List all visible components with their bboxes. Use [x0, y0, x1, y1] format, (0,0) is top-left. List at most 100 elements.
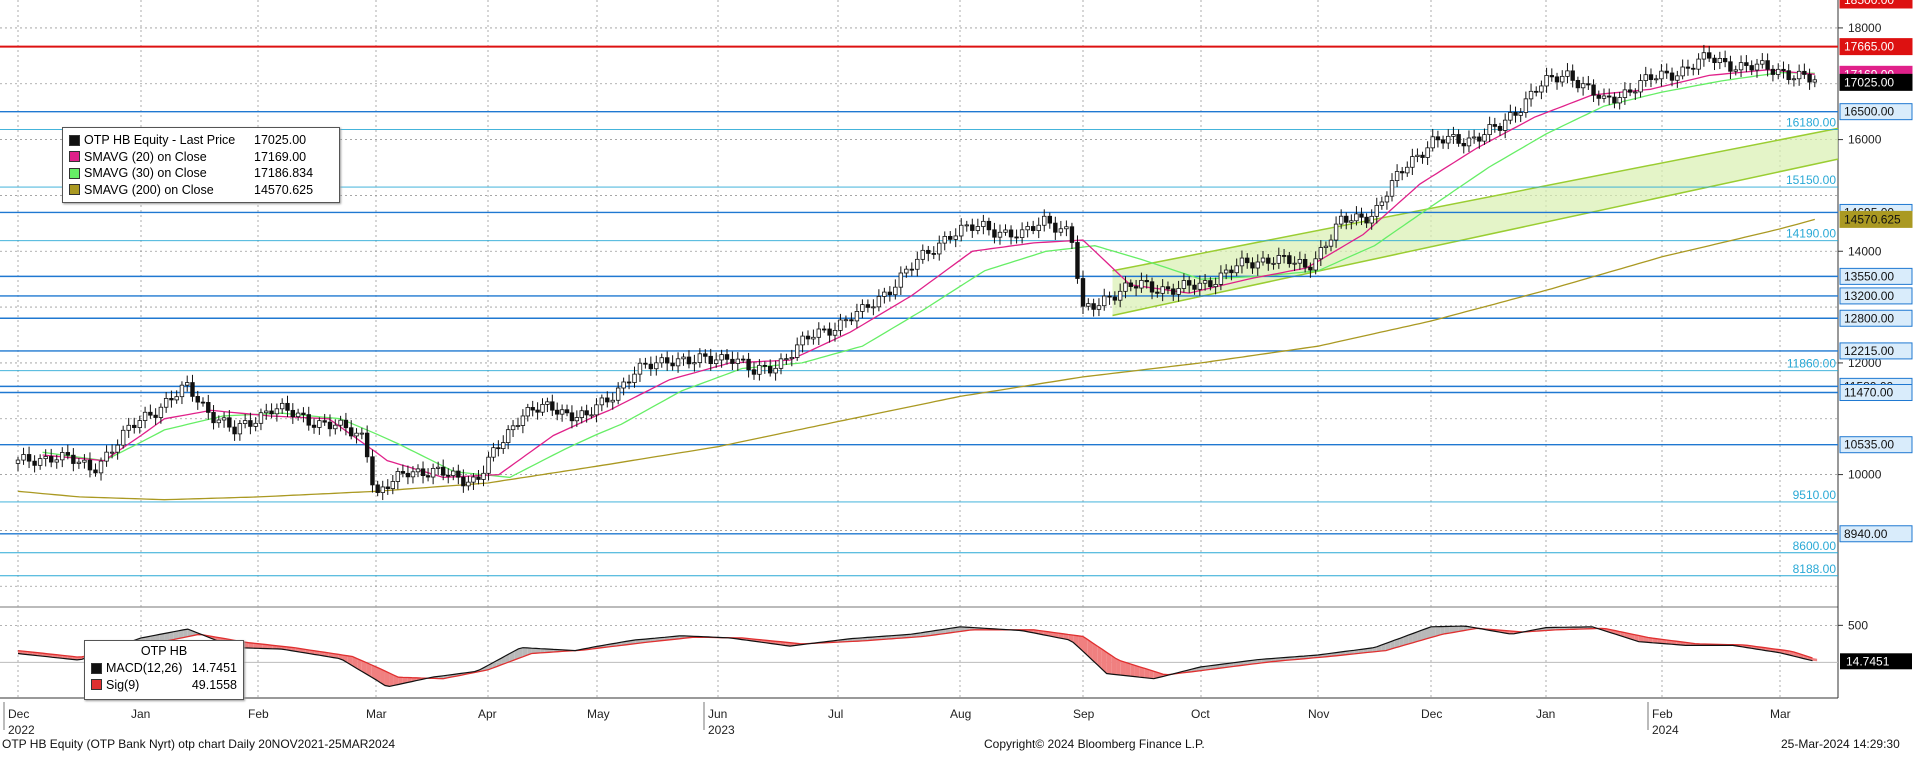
candle-body	[585, 411, 589, 415]
candle-body	[1314, 259, 1318, 270]
candle-body	[1734, 70, 1738, 71]
candle-body	[1697, 59, 1701, 69]
candle-body	[1171, 289, 1175, 295]
candle-body	[1140, 280, 1144, 288]
candle-body	[1766, 61, 1770, 70]
candle-body	[1015, 237, 1019, 238]
x-year-label: 2022	[8, 723, 35, 737]
legend-value: 49.1558	[192, 678, 237, 692]
candle-body	[1649, 75, 1653, 80]
legend-entry-signal: Sig(9) 49.1558	[91, 677, 237, 694]
candle-body	[747, 359, 751, 369]
candle-body	[110, 452, 114, 453]
legend-entry-sma30: SMAVG (30) on Close 17186.834	[69, 165, 333, 182]
footer-copyright: Copyright© 2024 Bloomberg Finance L.P.	[984, 737, 1205, 751]
y-tick-label: 16000	[1848, 133, 1882, 147]
candle-body	[806, 336, 810, 339]
candle-body	[501, 443, 505, 449]
legend-label: Sig(9)	[106, 678, 192, 692]
candle-body	[1113, 297, 1117, 300]
candle-body	[233, 427, 237, 434]
candle-body	[998, 232, 1002, 237]
candle-body	[1472, 137, 1476, 138]
candle-body	[44, 456, 48, 458]
candle-body	[526, 407, 530, 416]
candle-body	[1560, 76, 1564, 82]
x-month-label: Dec	[1421, 707, 1442, 721]
candle-body	[1654, 79, 1658, 80]
legend-swatch	[91, 663, 102, 674]
candle-body	[421, 469, 425, 476]
x-month-label: Sep	[1073, 707, 1095, 721]
candle-body	[60, 452, 64, 459]
candle-body	[411, 472, 415, 477]
candle-body	[654, 363, 658, 369]
candle-body	[779, 359, 783, 369]
candle-body	[77, 462, 81, 463]
candle-body	[228, 418, 232, 427]
candle-body	[259, 413, 263, 424]
candle-body	[1390, 181, 1394, 197]
candle-body	[1059, 229, 1063, 232]
x-year-label: 2024	[1652, 723, 1679, 737]
candle-body	[570, 413, 574, 421]
candle-body	[1426, 148, 1430, 158]
candle-body	[921, 250, 925, 259]
candle-body	[1723, 58, 1727, 61]
candle-body	[1385, 196, 1389, 202]
macd-last-value-label: 14.7451	[1846, 654, 1890, 668]
candle-body	[795, 345, 799, 358]
candle-body	[1421, 155, 1425, 157]
candle-body	[487, 457, 491, 473]
candle-body	[660, 358, 664, 363]
candle-body	[1509, 112, 1513, 120]
candle-body	[1761, 61, 1765, 65]
candle-body	[932, 253, 936, 254]
level-label: 14190.00	[1786, 227, 1836, 241]
candle-body	[682, 357, 686, 359]
candle-body	[676, 359, 680, 366]
candle-body	[143, 412, 147, 420]
candle-body	[333, 425, 337, 429]
level-label: 18500.00	[1844, 0, 1894, 7]
candle-body	[1360, 214, 1364, 217]
candle-body	[725, 355, 729, 360]
candle-body	[302, 413, 306, 415]
candle-body	[693, 363, 697, 364]
candle-body	[1031, 226, 1035, 230]
x-month-label: Mar	[366, 707, 387, 721]
x-month-label: May	[587, 707, 610, 721]
candle-body	[1042, 216, 1046, 225]
candle-body	[1076, 242, 1080, 278]
candle-body	[866, 305, 870, 308]
candle-body	[436, 467, 440, 468]
candle-body	[872, 307, 876, 308]
candle-body	[565, 410, 569, 413]
candle-body	[1550, 75, 1554, 76]
candle-body	[822, 329, 826, 330]
price-legend: OTP HB Equity - Last Price 17025.00 SMAV…	[62, 127, 340, 203]
candle-body	[154, 415, 158, 417]
level-label: 12800.00	[1844, 311, 1894, 325]
candle-body	[671, 363, 675, 366]
candle-body	[376, 485, 380, 493]
candle-body	[1400, 172, 1404, 173]
y-tick-label: 18000	[1848, 21, 1882, 35]
candle-body	[38, 459, 42, 466]
candle-body	[164, 398, 168, 407]
level-label: 11860.00	[1787, 357, 1836, 371]
candle-body	[763, 365, 767, 366]
candle-body	[709, 356, 713, 363]
candle-body	[1776, 69, 1780, 74]
candle-body	[1670, 73, 1674, 80]
candle-body	[1713, 58, 1717, 62]
level-label: 8600.00	[1793, 539, 1837, 553]
candle-body	[472, 477, 476, 482]
level-label: 16500.00	[1844, 105, 1894, 119]
candle-body	[1718, 58, 1722, 62]
candle-body	[1261, 258, 1265, 262]
candle-body	[812, 337, 816, 339]
level-label: 12215.00	[1844, 344, 1894, 358]
candle-body	[275, 409, 279, 414]
candle-body	[1219, 273, 1223, 284]
